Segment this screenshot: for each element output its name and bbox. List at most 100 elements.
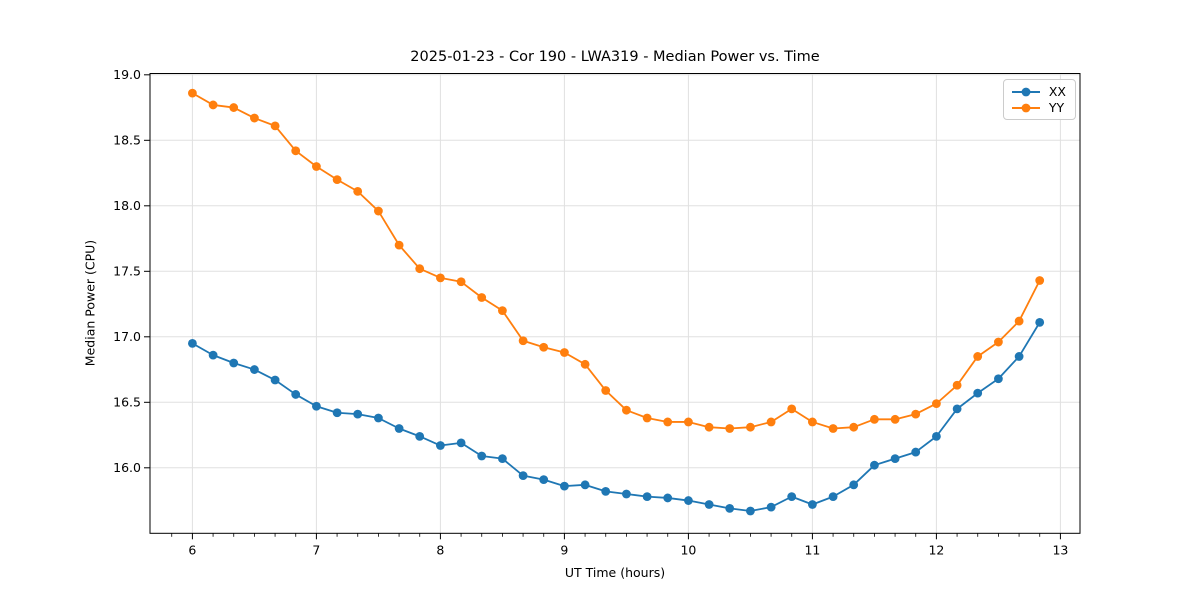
data-point-xx bbox=[291, 390, 301, 399]
data-point-yy bbox=[250, 113, 259, 123]
data-point-xx bbox=[932, 431, 941, 441]
data-point-xx bbox=[539, 475, 549, 484]
data-point-yy bbox=[684, 417, 693, 427]
data-point-yy bbox=[994, 337, 1003, 347]
data-point-xx bbox=[229, 358, 239, 368]
data-point-yy bbox=[415, 264, 425, 274]
plot-border bbox=[149, 73, 1081, 534]
data-point-xx bbox=[828, 492, 838, 502]
data-point-yy bbox=[229, 103, 239, 112]
data-point-xx bbox=[374, 413, 383, 423]
data-point-xx bbox=[560, 481, 569, 491]
data-point-yy bbox=[560, 348, 569, 357]
data-point-yy bbox=[870, 414, 879, 424]
data-point-yy bbox=[580, 359, 590, 369]
data-point-yy bbox=[642, 413, 652, 423]
svg-text:16.0: 16.0 bbox=[113, 460, 141, 475]
svg-text:9: 9 bbox=[560, 542, 568, 557]
svg-text:17.0: 17.0 bbox=[113, 329, 141, 344]
data-point-xx bbox=[1035, 317, 1045, 327]
chart-title: 2025-01-23 - Cor 190 - LWA319 - Median P… bbox=[410, 49, 820, 65]
y-axis-label: Median Power (CPU) bbox=[82, 239, 98, 367]
data-point-yy bbox=[353, 186, 363, 196]
data-point-xx bbox=[849, 480, 859, 490]
svg-text:16.5: 16.5 bbox=[113, 395, 141, 410]
svg-text:17.5: 17.5 bbox=[113, 264, 141, 279]
data-point-yy bbox=[663, 417, 673, 427]
data-point-yy bbox=[725, 424, 735, 433]
svg-text:10: 10 bbox=[680, 542, 696, 557]
data-point-xx bbox=[1014, 352, 1024, 361]
data-point-xx bbox=[973, 388, 983, 398]
svg-text:7: 7 bbox=[312, 542, 320, 557]
data-point-xx bbox=[498, 454, 507, 464]
data-point-yy bbox=[932, 399, 941, 409]
data-point-yy bbox=[890, 414, 900, 424]
legend-label-xx: XX bbox=[1048, 84, 1066, 99]
data-point-yy bbox=[973, 352, 983, 361]
grid-lines bbox=[150, 73, 1080, 534]
data-point-yy bbox=[766, 417, 776, 427]
data-point-xx bbox=[415, 431, 425, 441]
data-point-yy bbox=[374, 206, 383, 216]
data-point-yy bbox=[849, 422, 859, 432]
svg-text:8: 8 bbox=[436, 542, 444, 557]
data-point-xx bbox=[952, 404, 962, 414]
data-point-yy bbox=[518, 336, 528, 346]
svg-text:18.5: 18.5 bbox=[113, 133, 141, 148]
data-point-xx bbox=[994, 374, 1003, 384]
data-point-xx bbox=[870, 460, 879, 470]
data-point-yy bbox=[952, 380, 962, 390]
data-point-xx bbox=[725, 504, 735, 513]
data-point-yy bbox=[188, 88, 197, 98]
data-point-yy bbox=[1014, 316, 1024, 326]
data-point-xx bbox=[312, 401, 321, 411]
data-point-xx bbox=[250, 365, 259, 374]
data-point-xx bbox=[622, 489, 631, 499]
data-point-xx bbox=[808, 500, 817, 509]
data-point-xx bbox=[704, 500, 714, 509]
data-point-xx bbox=[353, 409, 363, 419]
data-point-xx bbox=[518, 471, 528, 481]
legend-item-xx: XX bbox=[1011, 84, 1066, 99]
x-axis-label: UT Time (hours) bbox=[564, 565, 666, 580]
data-point-xx bbox=[787, 492, 797, 502]
legend-line-marker-icon bbox=[1011, 103, 1040, 112]
svg-text:11: 11 bbox=[804, 542, 820, 557]
data-point-yy bbox=[1035, 276, 1045, 285]
data-point-yy bbox=[622, 405, 631, 415]
data-point-xx bbox=[208, 350, 218, 360]
data-point-xx bbox=[456, 438, 466, 448]
legend-label-yy: YY bbox=[1048, 100, 1065, 115]
data-point-xx bbox=[684, 496, 693, 505]
data-point-xx bbox=[436, 441, 445, 450]
data-point-yy bbox=[911, 409, 921, 419]
data-point-yy bbox=[601, 386, 611, 395]
data-point-xx bbox=[580, 480, 590, 490]
data-point-yy bbox=[456, 277, 466, 287]
data-point-yy bbox=[208, 100, 218, 110]
data-point-yy bbox=[704, 422, 714, 432]
data-point-xx bbox=[642, 492, 652, 502]
data-point-xx bbox=[332, 408, 342, 418]
svg-text:6: 6 bbox=[188, 542, 196, 557]
data-point-yy bbox=[312, 162, 321, 171]
data-point-xx bbox=[477, 451, 487, 461]
x-axis-ticks: 6 7 8 9 10 11 12 13 bbox=[171, 533, 1068, 557]
legend: XX YY bbox=[1002, 79, 1076, 120]
legend-item-yy: YY bbox=[1011, 100, 1066, 115]
data-point-xx bbox=[394, 424, 404, 433]
legend-line-marker-icon bbox=[1011, 87, 1040, 96]
data-point-xx bbox=[270, 375, 280, 385]
svg-text:12: 12 bbox=[928, 542, 944, 557]
data-point-yy bbox=[394, 240, 404, 250]
data-point-yy bbox=[291, 146, 301, 156]
data-point-xx bbox=[890, 454, 900, 464]
data-point-xx bbox=[601, 486, 611, 496]
data-point-yy bbox=[270, 121, 280, 131]
data-point-yy bbox=[332, 175, 342, 185]
data-point-yy bbox=[539, 342, 549, 352]
data-point-yy bbox=[477, 293, 487, 302]
